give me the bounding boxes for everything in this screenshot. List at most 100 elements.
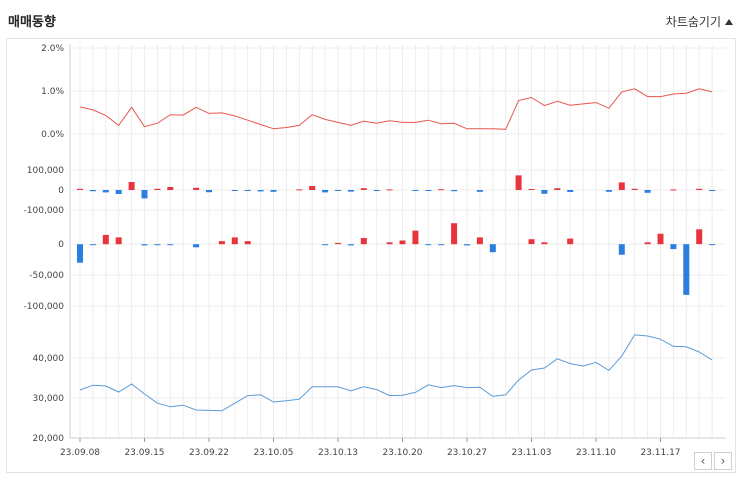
bar [541, 190, 548, 194]
bar [709, 244, 716, 246]
bar [270, 190, 277, 192]
chevron-left-icon[interactable]: ‹ [694, 452, 712, 470]
bar [244, 241, 251, 245]
bar [541, 242, 548, 245]
bar [618, 182, 625, 190]
bar [309, 186, 316, 190]
bar [709, 190, 716, 191]
bar [644, 190, 651, 193]
bar [438, 244, 445, 246]
bar [322, 190, 329, 193]
y-tick-label: 40,000 [33, 354, 65, 364]
bar [605, 190, 612, 192]
bar [77, 188, 83, 190]
x-tick-label: 23.09.08 [60, 448, 100, 458]
bar [360, 188, 367, 190]
bar [412, 190, 419, 191]
page-title: 매매동향 [8, 15, 56, 30]
bar [425, 190, 432, 191]
bar [218, 241, 225, 245]
y-tick-label: 20,000 [33, 434, 65, 444]
bar [167, 244, 174, 246]
bar [128, 182, 135, 190]
bar [231, 190, 238, 191]
bar [141, 244, 148, 246]
y-tick-label: 0.0% [41, 130, 64, 140]
bar [554, 188, 561, 190]
bar [77, 244, 83, 263]
bar [141, 190, 148, 199]
bar [618, 244, 625, 255]
y-tick-label: -50,000 [29, 271, 64, 281]
bar [347, 244, 354, 246]
bar [115, 237, 122, 245]
x-tick-label: 23.11.17 [640, 448, 680, 458]
bar [567, 190, 574, 192]
bar [244, 190, 251, 191]
bar [257, 190, 264, 192]
bar [657, 233, 664, 245]
bar [154, 188, 161, 190]
bar [567, 238, 574, 245]
bar [399, 240, 406, 245]
y-tick-label: 30,000 [33, 394, 65, 404]
bar [670, 244, 677, 250]
bar [386, 189, 393, 191]
bar [231, 237, 238, 245]
bar [515, 175, 522, 190]
y-tick-label: 0 [58, 240, 64, 250]
bar [696, 229, 703, 245]
y-tick-label: 100,000 [27, 166, 64, 176]
bar [683, 244, 690, 295]
bar [335, 190, 341, 191]
bar [206, 190, 212, 193]
chart-panel [6, 38, 736, 473]
bar [451, 190, 458, 192]
y-tick-label: 1.0% [41, 87, 64, 97]
bar [451, 223, 458, 245]
y-tick-label: -100,000 [24, 302, 65, 312]
bar [412, 230, 419, 245]
bar [154, 244, 161, 246]
x-tick-label: 23.10.05 [253, 448, 293, 458]
bar [528, 189, 535, 190]
x-tick-label: 23.09.15 [124, 448, 164, 458]
chevron-right-icon[interactable]: › [714, 452, 732, 470]
bar [438, 189, 445, 191]
triangle-up-icon [725, 18, 733, 25]
x-tick-label: 23.09.22 [189, 448, 229, 458]
bar [425, 244, 432, 246]
bar [89, 190, 96, 192]
y-tick-label: -100,000 [24, 206, 65, 216]
bar [373, 190, 380, 191]
bar [386, 242, 393, 245]
bar [476, 237, 483, 245]
x-tick-label: 23.10.20 [382, 448, 422, 458]
bar [631, 188, 638, 190]
bar [167, 187, 174, 190]
bar [102, 190, 109, 193]
y-tick-label: 2.0% [41, 44, 64, 54]
bar [322, 244, 329, 246]
bar [89, 244, 96, 246]
bar [670, 189, 677, 191]
bar [644, 242, 651, 245]
chart-toggle-label: 차트숨기기 [665, 15, 721, 29]
bar [464, 244, 470, 246]
y-tick-label: 0 [58, 186, 64, 196]
x-tick-label: 23.11.10 [576, 448, 616, 458]
bar [193, 244, 200, 248]
x-tick-label: 23.10.27 [447, 448, 487, 458]
bar [193, 187, 200, 190]
bar [115, 190, 122, 194]
bar [347, 190, 354, 192]
bar [476, 190, 483, 192]
x-tick-label: 23.10.13 [318, 448, 358, 458]
bar [335, 242, 341, 245]
bar [360, 238, 367, 245]
chart-toggle-button[interactable]: 차트숨기기 [666, 13, 733, 30]
x-tick-label: 23.11.03 [511, 448, 551, 458]
bar [696, 188, 703, 190]
bar [102, 234, 109, 245]
